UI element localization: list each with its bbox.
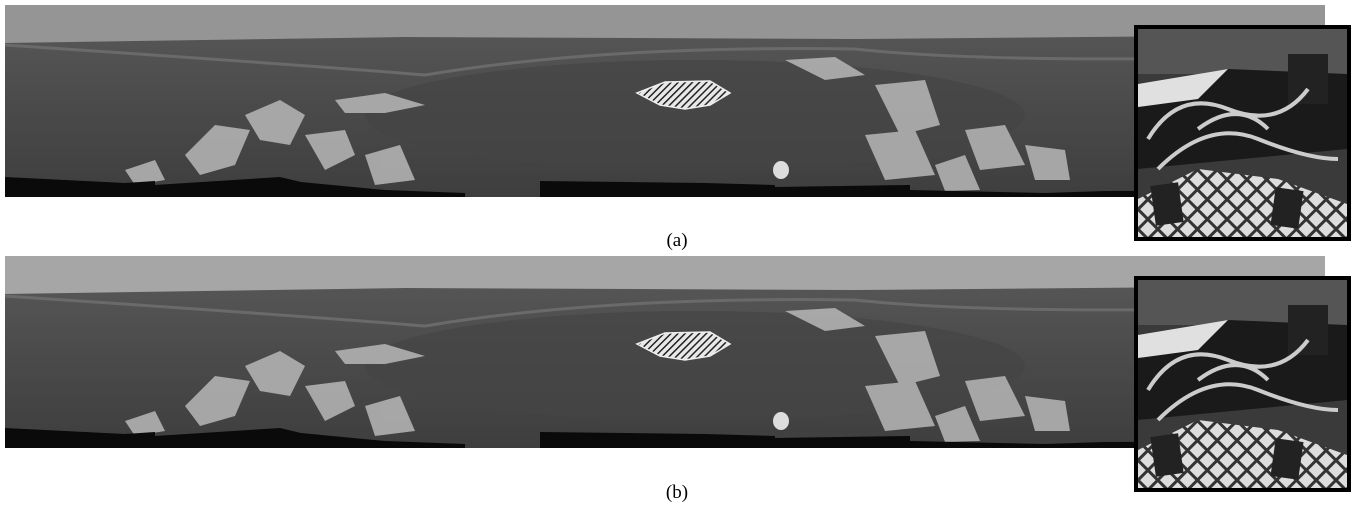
panorama-a bbox=[5, 5, 1325, 197]
figure-images bbox=[0, 0, 1367, 506]
caption: (b) bbox=[647, 482, 707, 504]
figure: (a) (b) bbox=[0, 0, 1367, 506]
inset-b bbox=[1136, 278, 1349, 490]
caption: (a) bbox=[647, 230, 707, 252]
inset-a bbox=[1136, 27, 1349, 239]
panorama-b bbox=[5, 256, 1325, 448]
